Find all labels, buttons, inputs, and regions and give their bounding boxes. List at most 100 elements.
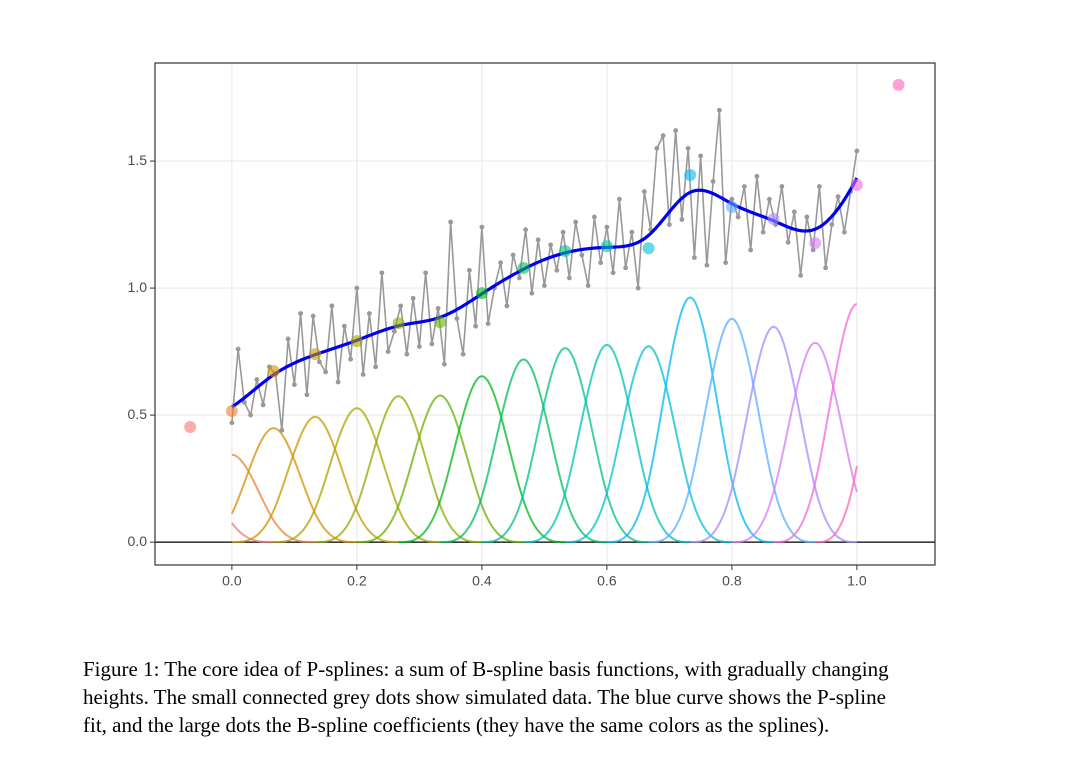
data-point bbox=[248, 412, 254, 418]
x-tick-label: 0.2 bbox=[347, 573, 367, 589]
coefficient-dot bbox=[892, 78, 905, 91]
data-point bbox=[829, 222, 835, 227]
data-point bbox=[660, 133, 666, 139]
data-point bbox=[673, 128, 679, 133]
y-tick-label: 0.5 bbox=[128, 406, 148, 422]
data-point bbox=[385, 349, 391, 354]
data-point bbox=[379, 270, 385, 276]
data-point bbox=[391, 328, 397, 334]
data-point bbox=[579, 252, 585, 258]
x-tick-label: 0.0 bbox=[222, 573, 242, 589]
data-point bbox=[541, 283, 547, 288]
data-point bbox=[841, 229, 847, 235]
data-point bbox=[704, 262, 710, 268]
data-point bbox=[566, 275, 572, 281]
coefficient-dot bbox=[267, 365, 280, 378]
caption-line: fit, and the large dots the B-spline coe… bbox=[83, 713, 829, 737]
data-point bbox=[423, 270, 429, 276]
data-point bbox=[623, 265, 629, 271]
data-point bbox=[523, 227, 529, 233]
coefficient-dot bbox=[392, 317, 405, 330]
data-point bbox=[610, 270, 616, 276]
basis-curve bbox=[815, 465, 858, 544]
data-point bbox=[854, 148, 860, 154]
coefficient-dot bbox=[725, 201, 738, 214]
data-point bbox=[798, 272, 804, 278]
data-point bbox=[635, 285, 641, 291]
data-point bbox=[785, 239, 791, 245]
data-point bbox=[473, 323, 479, 329]
basis-curve bbox=[231, 522, 274, 544]
coefficient-dot bbox=[600, 240, 613, 253]
basis-curve bbox=[231, 415, 399, 544]
data-point bbox=[235, 346, 241, 352]
basis-curve bbox=[481, 346, 649, 544]
data-point bbox=[441, 361, 447, 367]
data-point bbox=[535, 237, 541, 243]
data-point bbox=[766, 196, 772, 202]
coefficient-dot bbox=[767, 212, 780, 225]
data-point bbox=[323, 369, 329, 375]
data-point bbox=[741, 184, 747, 189]
data-point bbox=[279, 427, 285, 433]
data-point bbox=[573, 219, 579, 225]
data-point bbox=[454, 316, 460, 321]
fit-curve bbox=[230, 177, 859, 409]
coefficient-dot bbox=[850, 178, 863, 191]
data-point bbox=[435, 306, 441, 311]
data-point bbox=[729, 196, 735, 202]
basis-curve bbox=[230, 427, 357, 544]
basis-curve bbox=[398, 375, 566, 544]
data-point bbox=[304, 392, 310, 398]
data-point bbox=[560, 229, 566, 235]
coefficient-dot bbox=[434, 316, 447, 329]
data-point bbox=[348, 356, 354, 362]
data-point bbox=[716, 107, 722, 113]
data-point bbox=[285, 336, 291, 342]
y-tick-label: 1.5 bbox=[128, 152, 148, 168]
x-tick-label: 0.8 bbox=[722, 573, 742, 589]
basis-curve bbox=[731, 341, 858, 544]
data-point bbox=[554, 267, 560, 273]
data-point bbox=[791, 209, 797, 215]
data-point bbox=[448, 219, 454, 225]
data-point bbox=[548, 242, 554, 248]
data-point bbox=[229, 420, 235, 426]
data-point bbox=[341, 323, 347, 329]
data-point bbox=[360, 372, 366, 377]
data-point bbox=[516, 275, 522, 281]
data-point bbox=[754, 173, 760, 179]
data-point bbox=[629, 229, 635, 235]
coefficient-dot bbox=[809, 237, 822, 250]
caption-line: heights. The small connected grey dots s… bbox=[83, 685, 886, 709]
data-point bbox=[666, 222, 672, 227]
data-point bbox=[329, 303, 335, 309]
data-point bbox=[685, 145, 691, 151]
y-tick-label: 0.0 bbox=[128, 533, 148, 549]
data-point bbox=[404, 351, 410, 357]
data-point bbox=[604, 224, 610, 230]
data-point bbox=[698, 153, 704, 159]
x-tick-label: 0.6 bbox=[597, 573, 617, 589]
coefficient-dot bbox=[475, 287, 488, 300]
basis-curve bbox=[273, 407, 441, 544]
data-point bbox=[748, 247, 754, 253]
data-point bbox=[354, 285, 360, 291]
data-point bbox=[598, 260, 604, 266]
basis-curve bbox=[690, 325, 857, 544]
data-point bbox=[485, 321, 491, 327]
coefficient-dot bbox=[559, 244, 572, 257]
data-point bbox=[510, 252, 516, 258]
data-point bbox=[316, 359, 322, 365]
coefficient-dot bbox=[642, 242, 655, 255]
coefficient-dot bbox=[684, 169, 697, 182]
data-point bbox=[498, 260, 504, 266]
data-point bbox=[835, 194, 841, 200]
panel-border bbox=[154, 62, 936, 566]
data-point bbox=[335, 379, 341, 385]
data-point bbox=[254, 377, 260, 382]
data-point bbox=[691, 255, 697, 261]
basis-curve bbox=[648, 317, 816, 544]
basis-curve bbox=[315, 395, 482, 544]
